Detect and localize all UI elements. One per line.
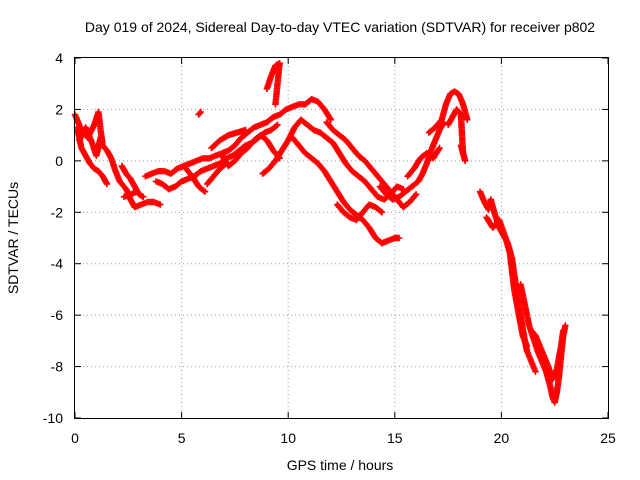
x-tick-label: 5 (178, 430, 186, 446)
data-point (464, 116, 471, 123)
chart-title: Day 019 of 2024, Sidereal Day-to-day VTE… (85, 19, 595, 35)
data-point (196, 110, 203, 117)
y-tick-label: -10 (43, 410, 63, 426)
y-tick-label: -6 (51, 307, 64, 323)
y-tick-label: -8 (51, 359, 64, 375)
data-point (523, 342, 531, 350)
y-tick-label: -4 (51, 256, 64, 272)
x-axis-label: GPS time / hours (287, 457, 394, 473)
grid-lines (75, 58, 608, 418)
data-point (133, 188, 141, 195)
data-point (274, 121, 281, 129)
data-point (436, 144, 443, 152)
data-point (395, 234, 403, 242)
x-tick-label: 10 (280, 430, 296, 446)
data-point (197, 108, 204, 116)
data-point (378, 209, 386, 216)
data-point (242, 126, 249, 134)
data-point (200, 187, 207, 194)
data-point (412, 191, 420, 198)
data-point (560, 327, 567, 334)
y-axis-label: SDTVAR / TECUs (5, 182, 21, 294)
data-points (71, 59, 569, 406)
data-point (201, 188, 209, 195)
data-point (377, 208, 384, 215)
data-point (532, 368, 539, 375)
plot-frame (74, 57, 609, 419)
data-point (157, 201, 164, 208)
data-point (327, 116, 335, 123)
data-point (140, 193, 147, 201)
data-point (272, 101, 279, 108)
data-point (411, 192, 419, 199)
axis-ticks: 0 5 10 15 20 25 -10 -8 -6 -4 -2 0 2 4 (43, 50, 616, 446)
x-tick-label: 0 (71, 430, 79, 446)
x-tick-label: 20 (494, 430, 510, 446)
y-tick-label: 4 (55, 50, 63, 66)
data-point (562, 322, 569, 329)
y-tick-label: 0 (55, 153, 63, 169)
y-tick-label: -2 (51, 204, 64, 220)
data-point (457, 142, 465, 149)
data-point (97, 134, 104, 141)
x-tick-label: 15 (387, 430, 403, 446)
data-point (273, 122, 280, 130)
x-tick-label: 25 (600, 430, 616, 446)
y-tick-label: 2 (55, 101, 63, 117)
data-point (103, 180, 111, 188)
